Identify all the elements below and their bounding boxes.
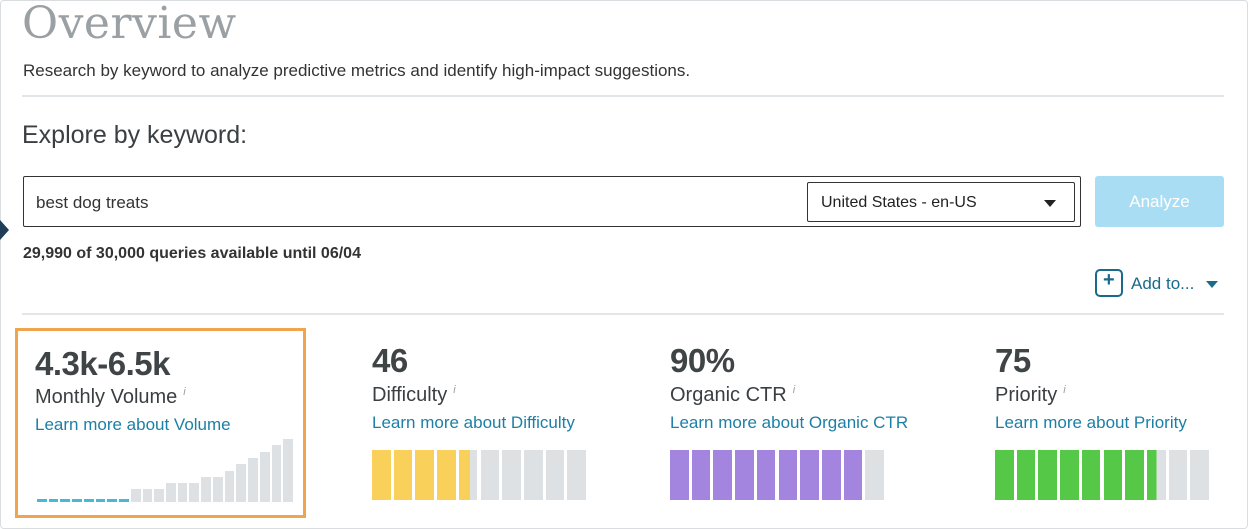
analyze-button[interactable]: Analyze (1095, 176, 1224, 227)
volume-bar (130, 489, 141, 502)
page-title: Overview (22, 0, 237, 49)
volume-bar (60, 499, 71, 502)
info-icon[interactable]: i (792, 384, 796, 397)
divider (22, 95, 1224, 97)
organic-ctr-chart (670, 450, 884, 500)
metric-label: Difficulty i (372, 384, 456, 406)
difficulty-chart (372, 450, 586, 500)
plus-icon: + (1095, 269, 1123, 297)
volume-bar (212, 476, 223, 502)
query-quota: 29,990 of 30,000 queries available until… (23, 245, 361, 262)
meter-segment (1038, 450, 1058, 500)
meter-segment (995, 450, 1014, 500)
metric-label: Priority i (995, 384, 1066, 406)
meter-segment (843, 450, 863, 500)
volume-bar (224, 470, 235, 502)
meter-segment (691, 450, 711, 500)
meter-segment (865, 450, 884, 500)
learn-more-priority-link[interactable]: Learn more about Priority (995, 413, 1187, 432)
meter-segment (437, 450, 456, 500)
meter-segment (713, 450, 733, 500)
volume-bar (271, 445, 282, 502)
info-icon[interactable]: i (183, 386, 186, 399)
meter-segment (1190, 450, 1209, 500)
volume-bar (283, 439, 293, 502)
chevron-down-icon (1206, 281, 1218, 288)
volume-bar (189, 483, 200, 502)
metric-label: Organic CTR i (670, 384, 796, 406)
divider (22, 313, 1224, 315)
meter-segment (502, 450, 521, 500)
metric-label: Monthly Volume i (35, 386, 186, 408)
metric-value: 90% (670, 342, 735, 379)
metric-value: 46 (372, 342, 408, 379)
metric-card-organic-ctr[interactable]: 90% Organic CTR i Learn more about Organi… (650, 328, 940, 513)
meter-segment (670, 450, 689, 500)
meter-segment (778, 450, 798, 500)
volume-bar (142, 489, 153, 502)
metric-card-volume[interactable]: 4.3k-6.5k Monthly Volume i Learn more abo… (15, 328, 306, 518)
volume-bar (107, 499, 118, 502)
meter-segment (756, 450, 776, 500)
volume-bar (119, 499, 129, 502)
priority-chart (995, 450, 1209, 500)
meter-segment (1125, 450, 1144, 500)
meter-segment (372, 450, 391, 500)
meter-segment (1146, 450, 1166, 500)
metric-card-difficulty[interactable]: 46 Difficulty i Learn more about Difficul… (352, 328, 642, 513)
meter-segment (545, 450, 565, 500)
volume-bar (95, 499, 106, 502)
learn-more-difficulty-link[interactable]: Learn more about Difficulty (372, 413, 575, 432)
volume-bar (48, 499, 59, 502)
page-subtitle: Research by keyword to analyze predictiv… (23, 61, 691, 80)
meter-segment (735, 450, 754, 500)
keyword-input-value: best dog treats (36, 193, 149, 212)
locale-select[interactable]: United States - en-US (807, 182, 1075, 222)
volume-bar (259, 451, 270, 502)
meter-segment (1103, 450, 1123, 500)
volume-bar (83, 499, 94, 502)
add-to-label: Add to... (1131, 274, 1195, 293)
dropdown-caret-icon (1044, 200, 1056, 207)
meter-segment (480, 450, 500, 500)
meter-segment (415, 450, 435, 500)
keyword-input[interactable]: best dog treats United States - en-US (23, 176, 1081, 227)
meter-segment (393, 450, 413, 500)
info-icon[interactable]: i (1063, 384, 1066, 397)
info-icon[interactable]: i (453, 384, 456, 397)
metric-value: 4.3k-6.5k (35, 345, 170, 382)
meter-segment (523, 450, 543, 500)
meter-segment (800, 450, 819, 500)
volume-bar (72, 499, 82, 502)
meter-segment (1081, 450, 1101, 500)
explore-heading: Explore by keyword: (22, 121, 248, 149)
volume-bar (236, 464, 247, 502)
metric-card-priority[interactable]: 75 Priority i Learn more about Priority (975, 328, 1248, 513)
metric-value: 75 (995, 342, 1031, 379)
learn-more-organic-ctr-link[interactable]: Learn more about Organic CTR (670, 413, 909, 432)
meter-segment (821, 450, 841, 500)
meter-segment (1060, 450, 1079, 500)
side-arrow-icon (0, 220, 9, 240)
volume-bar (177, 483, 188, 502)
learn-more-volume-link[interactable]: Learn more about Volume (35, 415, 231, 434)
volume-bar (201, 476, 211, 502)
volume-chart (37, 439, 293, 502)
meter-segment (458, 450, 478, 500)
volume-bar (37, 499, 47, 502)
volume-bar (166, 483, 176, 502)
meter-segment (1016, 450, 1036, 500)
locale-select-value: United States - en-US (821, 194, 977, 211)
meter-segment (567, 450, 586, 500)
volume-bar (248, 457, 258, 502)
volume-bar (154, 489, 164, 502)
meter-segment (1168, 450, 1188, 500)
